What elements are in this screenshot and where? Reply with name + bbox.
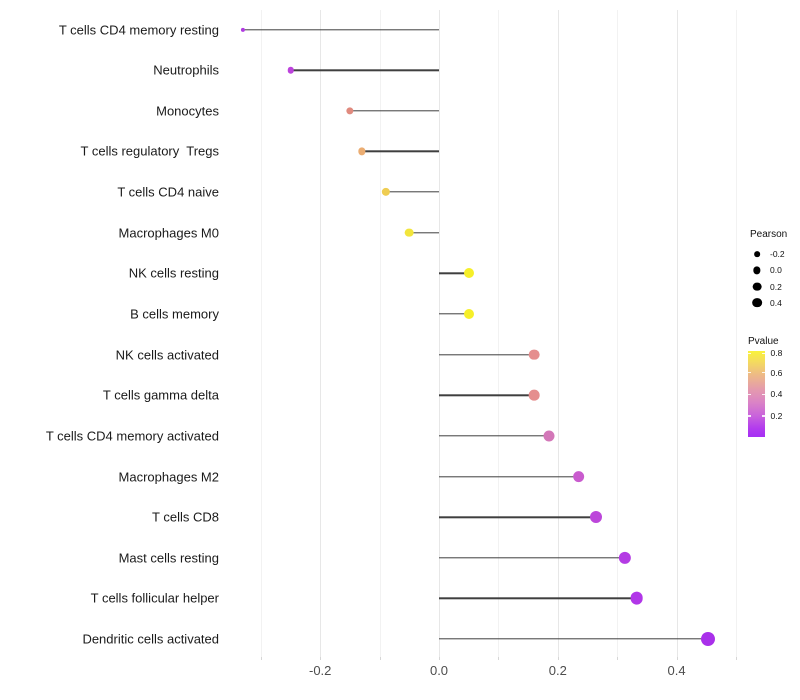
- gridline-minor: [260, 10, 262, 657]
- lollipop-stem: [409, 231, 439, 234]
- lollipop-dot: [240, 27, 246, 32]
- lollipop-stem: [439, 638, 709, 640]
- pearson-legend-label: 0.0: [770, 265, 782, 276]
- lollipop-dot: [346, 107, 354, 115]
- pearson-legend-label: 0.4: [770, 297, 782, 308]
- y-axis-category-label: Dendritic cells activated: [82, 631, 219, 647]
- pearson-legend-label: 0.2: [770, 281, 782, 292]
- lollipop-dot: [543, 430, 555, 442]
- x-axis-tick: [617, 657, 619, 660]
- pvalue-bar-tick: [748, 393, 751, 396]
- pearson-legend-dot: [752, 297, 762, 308]
- y-axis-category-label: T cells CD4 memory activated: [45, 428, 219, 444]
- gridline-major: [439, 10, 440, 657]
- y-axis-category-label: Macrophages M2: [118, 469, 219, 485]
- pearson-legend-label: -0.2: [770, 249, 785, 260]
- lollipop-dot: [463, 268, 474, 279]
- lollipop-dot: [381, 187, 390, 197]
- y-axis-category-label: T cells CD4 naive: [117, 184, 219, 200]
- pvalue-legend-label: 0.4: [770, 389, 783, 400]
- x-axis-tick: [498, 657, 500, 660]
- x-axis-tick: [557, 657, 559, 660]
- lollipop-stem: [361, 150, 439, 153]
- lollipop-dot: [630, 592, 644, 605]
- pvalue-bar-tick: [748, 415, 751, 417]
- lollipop-stem: [439, 394, 535, 396]
- y-axis-category-label: Mast cells resting: [118, 550, 219, 566]
- x-axis-tick-label: 0.4: [667, 663, 686, 678]
- lollipop-stem: [290, 69, 439, 71]
- lollipop-dot: [618, 551, 632, 564]
- x-axis-tick: [320, 657, 322, 660]
- pearson-legend-title: Pearson: [750, 229, 788, 240]
- y-axis-category-label: Monocytes: [156, 103, 219, 119]
- x-axis-tick: [676, 657, 678, 660]
- y-axis-category-label: T cells regulatory Tregs: [80, 143, 219, 159]
- pearson-legend-dot: [754, 251, 760, 258]
- lollipop-dot: [287, 66, 294, 74]
- pvalue-bar-tick: [748, 352, 751, 355]
- x-axis-tick-label: 0.2: [548, 663, 567, 678]
- x-axis-tick: [736, 657, 737, 660]
- gridline-minor: [736, 10, 737, 657]
- y-axis-category-label: NK cells resting: [128, 265, 219, 281]
- lollipop-dot: [572, 470, 585, 483]
- pvalue-bar-tick: [762, 352, 765, 355]
- pvalue-gradient-bar: [748, 351, 765, 437]
- lollipop-stem: [439, 597, 637, 600]
- gridline-minor: [617, 10, 619, 657]
- lollipop-stem: [439, 313, 469, 315]
- x-axis-tick: [260, 657, 262, 660]
- lollipop-stem: [439, 435, 549, 437]
- pvalue-legend-label: 0.2: [770, 411, 783, 421]
- lollipop-dot: [590, 511, 603, 524]
- y-axis-category-label: T cells CD8: [152, 509, 219, 525]
- x-axis-tick: [379, 657, 381, 660]
- pearson-legend-dot: [752, 282, 762, 291]
- x-axis-tick-label: 0.0: [429, 663, 449, 678]
- pvalue-bar-tick: [762, 371, 765, 374]
- y-axis-category-label: Neutrophils: [153, 62, 219, 78]
- y-axis-category-label: T cells gamma delta: [102, 387, 219, 403]
- gridline-major: [320, 10, 322, 657]
- lollipop-dot: [528, 349, 540, 360]
- lollipop-stem: [439, 516, 597, 518]
- lollipop-stem: [439, 557, 625, 559]
- lollipop-dot: [528, 389, 540, 401]
- pvalue-legend-label: 0.8: [770, 348, 783, 359]
- gridline-minor: [379, 10, 381, 657]
- lollipop-stem: [439, 272, 469, 275]
- x-axis-tick-label: -0.2: [308, 663, 332, 678]
- gridline-major: [676, 10, 678, 657]
- pvalue-legend-label: 0.6: [770, 367, 783, 378]
- pvalue-bar-tick: [748, 371, 751, 374]
- pvalue-bar-tick: [762, 415, 765, 417]
- lollipop-stem: [242, 28, 439, 31]
- lollipop-stem: [439, 475, 579, 478]
- y-axis-category-label: B cells memory: [130, 306, 219, 322]
- x-axis-tick: [439, 657, 440, 660]
- lollipop-stem: [349, 110, 439, 112]
- y-axis-category-label: T cells CD4 memory resting: [58, 22, 219, 37]
- gridline-minor: [498, 10, 500, 657]
- pvalue-legend-title: Pvalue: [748, 336, 779, 347]
- lollipop-stem: [385, 191, 439, 193]
- y-axis-category-label: T cells follicular helper: [90, 590, 219, 606]
- lollipop-dot: [404, 228, 414, 238]
- y-axis-category-label: NK cells activated: [115, 347, 219, 363]
- y-axis-category-label: Macrophages M0: [118, 225, 219, 241]
- lollipop-stem: [439, 353, 535, 356]
- lollipop-dot: [701, 632, 716, 647]
- lollipop-dot: [358, 147, 366, 156]
- gridline-major: [557, 10, 559, 657]
- pearson-legend-dot: [753, 266, 761, 275]
- pvalue-bar-tick: [762, 393, 765, 396]
- lollipop-dot: [463, 308, 474, 319]
